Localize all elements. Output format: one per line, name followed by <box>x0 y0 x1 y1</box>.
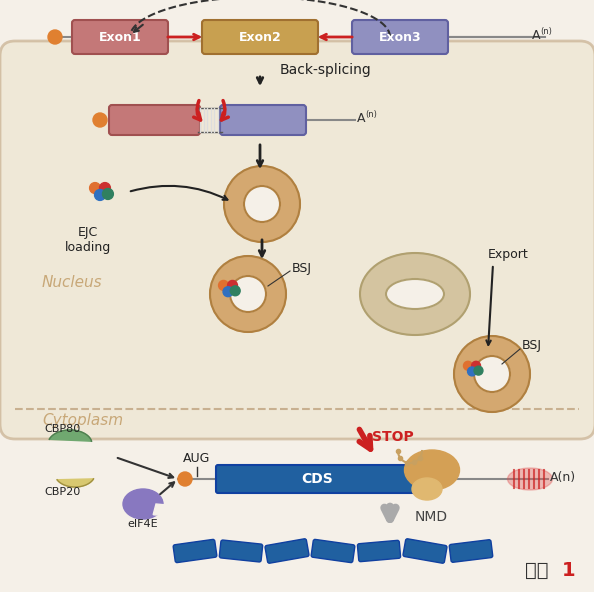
Circle shape <box>463 361 472 370</box>
Text: 뉴스: 뉴스 <box>525 561 548 580</box>
Circle shape <box>48 30 62 44</box>
Text: Exon2: Exon2 <box>239 31 282 43</box>
Circle shape <box>178 472 192 486</box>
Text: BSJ: BSJ <box>522 339 542 352</box>
FancyBboxPatch shape <box>449 540 493 562</box>
Text: eIF4E: eIF4E <box>128 519 159 529</box>
Text: CBP80: CBP80 <box>44 424 80 434</box>
Circle shape <box>228 281 238 290</box>
Text: CDS: CDS <box>301 472 333 486</box>
Polygon shape <box>49 430 91 441</box>
Text: Exon1: Exon1 <box>99 31 141 43</box>
Ellipse shape <box>123 489 163 519</box>
Text: AUG: AUG <box>184 452 211 465</box>
Circle shape <box>90 182 100 194</box>
FancyBboxPatch shape <box>358 540 400 562</box>
Circle shape <box>94 189 106 201</box>
Text: Back-splicing: Back-splicing <box>279 63 371 77</box>
Circle shape <box>467 367 476 376</box>
FancyBboxPatch shape <box>265 539 309 563</box>
Ellipse shape <box>405 450 460 490</box>
Circle shape <box>103 188 113 200</box>
FancyBboxPatch shape <box>72 20 168 54</box>
Text: CBP20: CBP20 <box>44 487 80 497</box>
Text: 1: 1 <box>561 561 575 580</box>
Text: Export: Export <box>488 247 529 260</box>
FancyBboxPatch shape <box>109 105 200 135</box>
Text: NMD: NMD <box>415 510 448 524</box>
Ellipse shape <box>386 279 444 309</box>
Text: Cytoplasm: Cytoplasm <box>42 413 123 427</box>
Circle shape <box>210 256 286 332</box>
FancyBboxPatch shape <box>216 465 418 493</box>
Ellipse shape <box>412 478 442 500</box>
Circle shape <box>472 361 481 370</box>
Text: Exon3: Exon3 <box>379 31 421 43</box>
Text: Nucleus: Nucleus <box>42 275 103 289</box>
Text: EJC
loading: EJC loading <box>65 226 111 254</box>
Circle shape <box>244 186 280 222</box>
FancyBboxPatch shape <box>173 539 217 562</box>
FancyBboxPatch shape <box>0 41 594 439</box>
Circle shape <box>454 336 530 412</box>
FancyBboxPatch shape <box>219 540 263 562</box>
Circle shape <box>230 276 266 312</box>
Ellipse shape <box>507 468 552 490</box>
Ellipse shape <box>360 253 470 335</box>
Text: (n): (n) <box>540 27 552 36</box>
FancyBboxPatch shape <box>352 20 448 54</box>
Circle shape <box>230 286 240 296</box>
Text: A: A <box>357 111 365 124</box>
Text: BSJ: BSJ <box>292 262 312 275</box>
Circle shape <box>93 113 107 127</box>
Text: A(n): A(n) <box>550 471 576 484</box>
Polygon shape <box>57 479 93 487</box>
FancyBboxPatch shape <box>220 105 306 135</box>
Circle shape <box>474 356 510 392</box>
FancyBboxPatch shape <box>311 539 355 562</box>
Circle shape <box>223 287 233 297</box>
FancyBboxPatch shape <box>202 20 318 54</box>
Wedge shape <box>153 504 167 515</box>
Circle shape <box>474 366 483 375</box>
Circle shape <box>224 166 300 242</box>
Circle shape <box>219 281 229 290</box>
Text: (n): (n) <box>365 110 377 118</box>
Text: STOP: STOP <box>372 430 414 444</box>
Text: A: A <box>532 28 541 41</box>
Circle shape <box>100 182 110 194</box>
FancyBboxPatch shape <box>403 539 447 563</box>
